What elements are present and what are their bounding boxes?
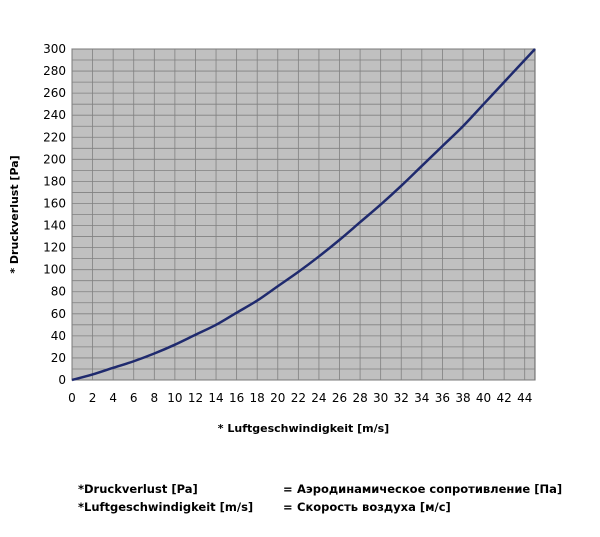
y-tick-label: 220 [43,130,66,144]
y-tick-label: 160 [43,196,66,210]
y-tick-label: 140 [43,219,66,233]
y-tick-label: 20 [51,351,66,365]
legend-row-velocity: *Luftgeschwindigkeit [m/s] = Скорость во… [78,498,562,516]
x-tick-label: 38 [455,391,470,405]
y-tick-label: 260 [43,86,66,100]
y-tick-label: 0 [58,373,66,387]
x-tick-label: 40 [476,391,491,405]
x-tick-label: 8 [150,391,158,405]
x-tick-label: 10 [167,391,182,405]
x-tick-label: 12 [188,391,203,405]
legend-term: *Druckverlust [Pa] [78,482,198,496]
legend-equals: = [283,500,293,514]
x-tick-label: 14 [208,391,223,405]
legend-equals: = [283,482,293,496]
x-tick-label: 16 [229,391,244,405]
x-tick-label: 0 [68,391,76,405]
y-tick-label: 80 [51,285,66,299]
x-axis-title: * Luftgeschwindigkeit [m/s] [218,422,389,435]
x-tick-label: 44 [517,391,532,405]
y-tick-label: 180 [43,174,66,188]
pressure-loss-chart: 0204060801001201401601802002202402602803… [8,42,536,435]
x-axis-ticks: 0 2 4 6 8 10 12 14 16 18 20 22 24 26 28 30 32 34 36 38 40 42 4… [68,391,532,405]
x-tick-label: 20 [270,391,285,405]
legend-translation: Аэродинамическое сопротивление [Па] [297,482,563,496]
translation-legend: *Druckverlust [Pa] = Аэродинамическое со… [78,480,562,516]
y-tick-label: 100 [43,263,66,277]
x-tick-label: 22 [291,391,306,405]
y-tick-label: 120 [43,241,66,255]
y-axis-ticks: 0 20 40 60 80 100 120 140 160 180 200 220 240 260 280 3… [43,42,66,387]
x-tick-label: 24 [311,391,326,405]
y-tick-label: 40 [51,329,66,343]
y-tick-label: 200 [43,152,66,166]
y-tick-label: 300 [43,42,66,56]
x-tick-label: 2 [89,391,97,405]
x-tick-label: 18 [250,391,265,405]
x-tick-label: 26 [332,391,347,405]
pressure-loss-curve [71,48,536,382]
x-tick-label: 32 [394,391,409,405]
y-tick-label: 240 [43,108,66,122]
x-tick-label: 36 [435,391,450,405]
x-tick-label: 30 [373,391,388,405]
legend-term: *Luftgeschwindigkeit [m/s] [78,500,254,514]
x-tick-label: 4 [109,391,117,405]
x-tick-label: 28 [352,391,367,405]
legend-translation: Скорость воздуха [м/с] [297,500,451,514]
grid-lines [71,48,535,381]
y-tick-label: 280 [43,64,66,78]
y-axis-title: * Druckverlust [Pa] [8,155,21,273]
x-tick-label: 42 [496,391,511,405]
legend-row-pressure: *Druckverlust [Pa] = Аэродинамическое со… [78,480,562,498]
x-tick-label: 6 [130,391,138,405]
y-tick-label: 60 [51,307,66,321]
x-tick-label: 34 [414,391,429,405]
